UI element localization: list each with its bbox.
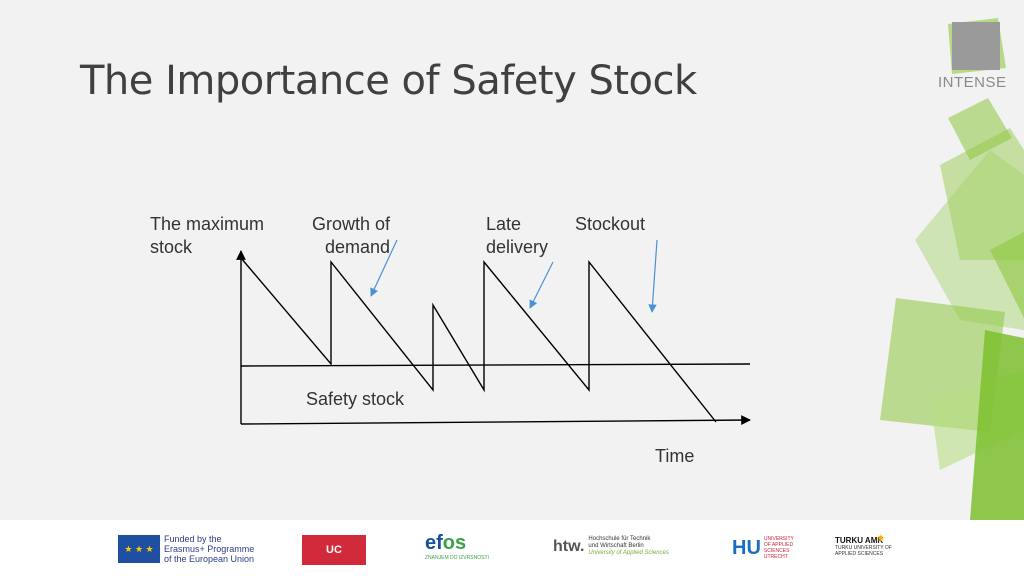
hu-text-line3: SCIENCES (763, 548, 790, 554)
safety-stock-line (240, 363, 751, 367)
growth-of-demand-label: Growth of demand (312, 213, 390, 259)
turku-sub-line2: APPLIED SCIENCES (835, 551, 884, 557)
late-delivery-label: Late delivery (486, 213, 548, 259)
hu-wordmark: HU (732, 536, 761, 559)
max-stock-label-line2: stock (150, 237, 193, 257)
erasmus-text: Funded by the Erasmus+ Programme of the … (164, 534, 254, 564)
efos-prefix: ef (425, 532, 443, 554)
page-title: The Importance of Safety Stock (80, 58, 697, 104)
growth-label-line2: demand (324, 237, 391, 257)
htw-logo: htw. Hochschule für Technik und Wirtscha… (553, 536, 669, 557)
uc-logo-box: UC (302, 535, 366, 565)
htw-text-line1: Hochschule für Technik (588, 536, 651, 542)
turku-amk-logo: TURKU AMK TURKU UNIVERSITY OF APPLIED SC… (835, 536, 892, 557)
slide: The Importance of Safety Stock INTENSE (80, 12, 1024, 520)
htw-text-line3: University of Applied Sciences (588, 550, 669, 556)
deco-square-7 (970, 330, 1024, 520)
max-stock-label: The maximum stock (150, 213, 264, 259)
htw-text-line2: und Wirtschaft Berlin (588, 543, 644, 549)
inventory-curve (240, 257, 717, 423)
erasmus-text-line3: of the European Union (164, 554, 255, 564)
safety-stock-diagram (236, 239, 751, 425)
turku-sun-icon: ✷ (876, 533, 886, 545)
hu-text: UNIVERSITY OF APPLIED SCIENCES UTRECHT (764, 536, 794, 560)
hu-logo: HU UNIVERSITY OF APPLIED SCIENCES UTRECH… (732, 536, 794, 560)
intense-logo: INTENSE (936, 12, 1016, 92)
intense-logo-text: INTENSE (938, 74, 1007, 91)
max-stock-label-line1: The maximum (150, 214, 265, 234)
deco-square-1 (948, 98, 1012, 160)
turku-wordmark: TURKU AMK (835, 536, 884, 545)
hu-text-line4: UTRECHT (763, 554, 788, 560)
deco-square-3 (915, 150, 1024, 330)
x-axis (240, 415, 751, 425)
late-label-line2: delivery (486, 237, 549, 257)
uc-logo: UC (302, 535, 366, 565)
efos-wordmark: efos (425, 532, 466, 555)
late-delivery-arrow (529, 261, 554, 309)
stockout-label: Stockout (575, 214, 646, 234)
efos-logo: efos ZNANJEM DO IZVRSNOSTI (425, 532, 489, 561)
intense-logo-icon (948, 18, 1006, 74)
deco-square-2 (940, 128, 1024, 260)
growth-of-demand-arrow (370, 239, 398, 297)
htw-wordmark: htw. (553, 537, 585, 555)
hu-text-line1: UNIVERSITY (763, 536, 794, 542)
erasmus-text-line1: Funded by the (164, 534, 222, 544)
eu-flag-icon: ★ ★ ★ (118, 535, 160, 563)
deco-square-4 (990, 232, 1024, 318)
stockout-arrow (648, 239, 658, 313)
efos-tagline: ZNANJEM DO IZVRSNOSTI (425, 555, 489, 561)
turku-sub-line1: TURKU UNIVERSITY OF (835, 545, 892, 551)
efos-suffix: os (442, 532, 467, 554)
late-label-line1: Late (486, 214, 522, 234)
growth-label-line1: Growth of (312, 214, 391, 234)
erasmus-logo: ★ ★ ★ Funded by the Erasmus+ Programme o… (118, 534, 254, 564)
erasmus-text-line2: Erasmus+ Programme (164, 544, 255, 554)
decorative-green-shapes (880, 98, 1024, 520)
footer-logos: ★ ★ ★ Funded by the Erasmus+ Programme o… (0, 520, 1024, 576)
time-label: Time (655, 446, 695, 466)
safety-stock-label: Safety stock (306, 389, 405, 409)
hu-text-line2: OF APPLIED (763, 542, 794, 548)
htw-text: Hochschule für Technik und Wirtschaft Be… (588, 536, 668, 557)
